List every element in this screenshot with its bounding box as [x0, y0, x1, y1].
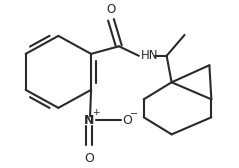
- Text: O: O: [122, 114, 132, 127]
- Text: O: O: [106, 3, 116, 16]
- Text: HN: HN: [141, 49, 158, 62]
- Text: N: N: [84, 114, 94, 127]
- Text: −: −: [130, 109, 138, 119]
- Text: +: +: [92, 108, 100, 117]
- Text: O: O: [84, 152, 94, 165]
